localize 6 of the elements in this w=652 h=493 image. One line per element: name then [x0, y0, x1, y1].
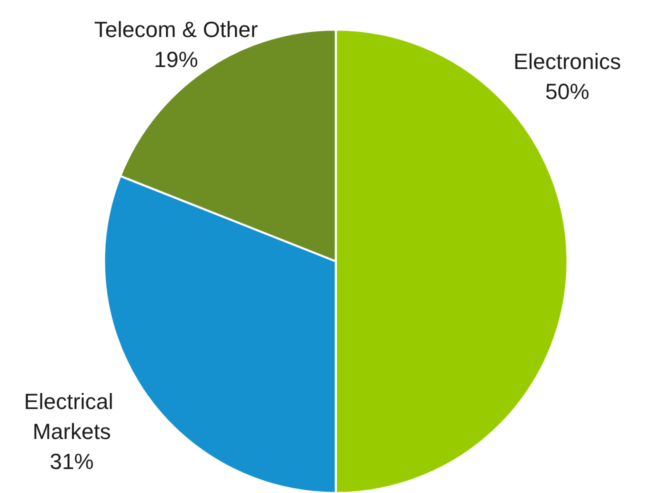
slice-label: Electrical Markets [24, 388, 120, 444]
data-label: 19% [154, 46, 198, 72]
data-label: 31% [50, 448, 94, 474]
data-label: 50% [545, 78, 590, 104]
slice-label: Electronics [513, 48, 622, 74]
slice-label: Telecom & Other [94, 16, 258, 42]
